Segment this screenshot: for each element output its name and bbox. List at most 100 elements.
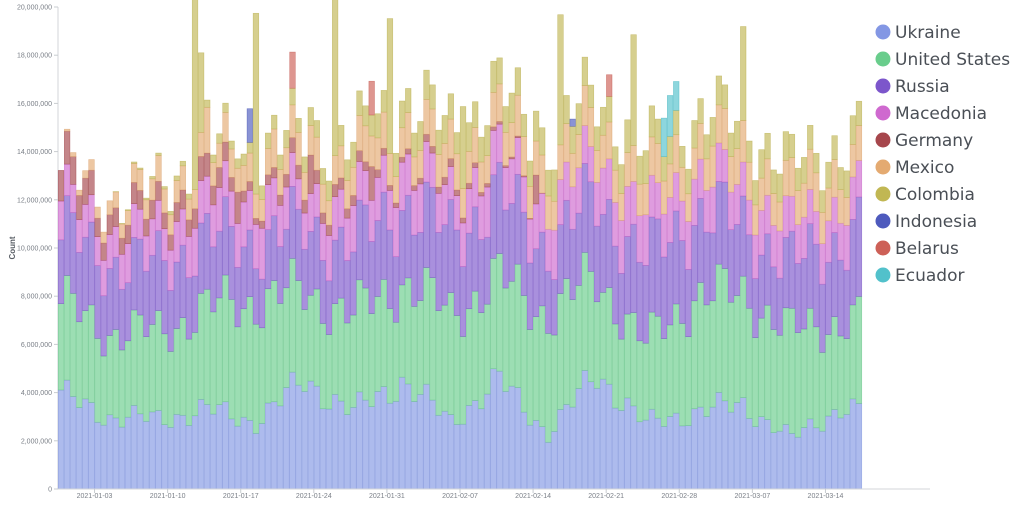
- bar-segment-germany[interactable]: [338, 177, 345, 190]
- bar-segment-russia[interactable]: [405, 194, 412, 279]
- bar-segment-mexico[interactable]: [593, 150, 601, 183]
- bar-segment-russia[interactable]: [642, 265, 649, 344]
- bar-segment-mexico[interactable]: [667, 163, 674, 198]
- bar-segment-macedonia[interactable]: [417, 183, 424, 233]
- bar-segment-colombia[interactable]: [709, 117, 716, 147]
- bar-segment-ukraine[interactable]: [533, 420, 540, 490]
- bar-segment-united-states[interactable]: [752, 337, 759, 427]
- bar-stack[interactable]: [368, 80, 375, 490]
- bar-segment-united-states[interactable]: [484, 303, 491, 395]
- bar-segment-colombia[interactable]: [618, 164, 625, 194]
- bar-segment-germany[interactable]: [258, 220, 266, 229]
- bar-segment-ukraine[interactable]: [198, 399, 205, 490]
- bar-segment-germany[interactable]: [399, 156, 406, 163]
- bar-segment-mexico[interactable]: [131, 163, 138, 183]
- bar-segment-united-states[interactable]: [855, 296, 863, 404]
- bar-segment-colombia[interactable]: [435, 129, 442, 155]
- bar-segment-ukraine[interactable]: [630, 405, 637, 490]
- bar-segment-germany[interactable]: [356, 150, 363, 162]
- bar-segment-mexico[interactable]: [788, 157, 796, 197]
- bar-segment-russia[interactable]: [417, 232, 424, 301]
- bar-segment-united-states[interactable]: [252, 323, 260, 434]
- bar-segment-macedonia[interactable]: [313, 183, 320, 218]
- bar-segment-united-states[interactable]: [441, 304, 448, 412]
- bar-segment-mexico[interactable]: [338, 145, 345, 179]
- bar-segment-united-states[interactable]: [222, 274, 229, 403]
- bar-segment-germany[interactable]: [368, 166, 375, 201]
- bar-segment-ukraine[interactable]: [271, 401, 278, 490]
- bar-segment-colombia[interactable]: [246, 142, 253, 154]
- bar-segment-united-states[interactable]: [228, 299, 235, 420]
- bar-stack[interactable]: [770, 169, 777, 490]
- bar-segment-germany[interactable]: [496, 121, 503, 125]
- bar-stack[interactable]: [837, 167, 844, 490]
- bar-segment-russia[interactable]: [100, 295, 107, 357]
- bar-segment-macedonia[interactable]: [380, 154, 387, 193]
- bar-stack[interactable]: [520, 113, 528, 490]
- bar-segment-macedonia[interactable]: [131, 203, 138, 238]
- bar-segment-united-states[interactable]: [112, 329, 119, 419]
- bar-segment-united-states[interactable]: [149, 324, 156, 413]
- bar-segment-united-states[interactable]: [648, 311, 655, 410]
- bar-segment-mexico[interactable]: [648, 136, 655, 176]
- bar-segment-colombia[interactable]: [344, 159, 351, 181]
- bar-stack[interactable]: [124, 209, 132, 490]
- bar-segment-united-states[interactable]: [533, 316, 540, 421]
- bar-segment-macedonia[interactable]: [472, 167, 479, 208]
- bar-segment-colombia[interactable]: [313, 120, 320, 138]
- bar-segment-russia[interactable]: [648, 216, 655, 313]
- bar-stack[interactable]: [222, 102, 229, 490]
- bar-segment-mexico[interactable]: [399, 127, 406, 158]
- bar-stack[interactable]: [374, 113, 381, 490]
- bar-segment-russia[interactable]: [222, 196, 229, 276]
- bar-segment-united-states[interactable]: [685, 336, 692, 426]
- bar-segment-united-states[interactable]: [338, 297, 345, 402]
- bar-segment-macedonia[interactable]: [709, 186, 716, 234]
- bar-segment-russia[interactable]: [118, 288, 126, 351]
- bar-stack[interactable]: [642, 150, 649, 490]
- bar-segment-united-states[interactable]: [301, 309, 308, 392]
- bar-segment-macedonia[interactable]: [271, 177, 278, 217]
- bar-stack[interactable]: [265, 132, 272, 490]
- bar-segment-mexico[interactable]: [411, 156, 418, 186]
- bar-segment-mexico[interactable]: [429, 108, 436, 147]
- bar-segment-russia[interactable]: [332, 239, 339, 304]
- bar-segment-macedonia[interactable]: [618, 220, 625, 274]
- bar-segment-ukraine[interactable]: [752, 426, 759, 490]
- bar-segment-macedonia[interactable]: [502, 167, 509, 211]
- bar-segment-united-states[interactable]: [478, 312, 485, 410]
- bar-segment-macedonia[interactable]: [149, 218, 156, 256]
- bar-segment-germany[interactable]: [234, 191, 241, 224]
- bar-segment-ukraine[interactable]: [417, 393, 424, 490]
- bar-segment-ukraine[interactable]: [667, 416, 674, 490]
- bar-segment-belarus[interactable]: [606, 74, 613, 97]
- bar-segment-macedonia[interactable]: [240, 201, 247, 248]
- bar-segment-macedonia[interactable]: [118, 253, 126, 290]
- bar-segment-colombia[interactable]: [490, 60, 497, 93]
- bar-stack[interactable]: [283, 130, 290, 490]
- bar-segment-united-states[interactable]: [600, 292, 607, 380]
- bar-stack[interactable]: [794, 167, 802, 490]
- bar-segment-ukraine[interactable]: [94, 421, 101, 490]
- bar-segment-russia[interactable]: [82, 236, 89, 311]
- bar-segment-mexico[interactable]: [301, 172, 308, 201]
- bar-segment-russia[interactable]: [216, 230, 223, 299]
- bar-segment-united-states[interactable]: [667, 324, 674, 417]
- bar-segment-macedonia[interactable]: [624, 186, 631, 237]
- bar-segment-united-states[interactable]: [429, 277, 436, 401]
- bar-segment-ukraine[interactable]: [258, 423, 266, 490]
- bar-segment-united-states[interactable]: [350, 314, 357, 408]
- bar-segment-germany[interactable]: [392, 202, 400, 208]
- bar-segment-russia[interactable]: [319, 259, 327, 324]
- bar-segment-ukraine[interactable]: [332, 393, 339, 490]
- bar-stack[interactable]: [435, 129, 442, 490]
- bar-segment-germany[interactable]: [447, 158, 454, 167]
- bar-segment-russia[interactable]: [685, 269, 692, 337]
- bar-segment-macedonia[interactable]: [545, 228, 552, 272]
- bar-segment-mexico[interactable]: [569, 152, 576, 188]
- bar-segment-germany[interactable]: [124, 224, 132, 244]
- bar-stack[interactable]: [380, 90, 387, 490]
- bar-segment-russia[interactable]: [173, 261, 180, 329]
- legend-item[interactable]: United States: [875, 50, 1011, 70]
- bar-segment-united-states[interactable]: [70, 293, 77, 397]
